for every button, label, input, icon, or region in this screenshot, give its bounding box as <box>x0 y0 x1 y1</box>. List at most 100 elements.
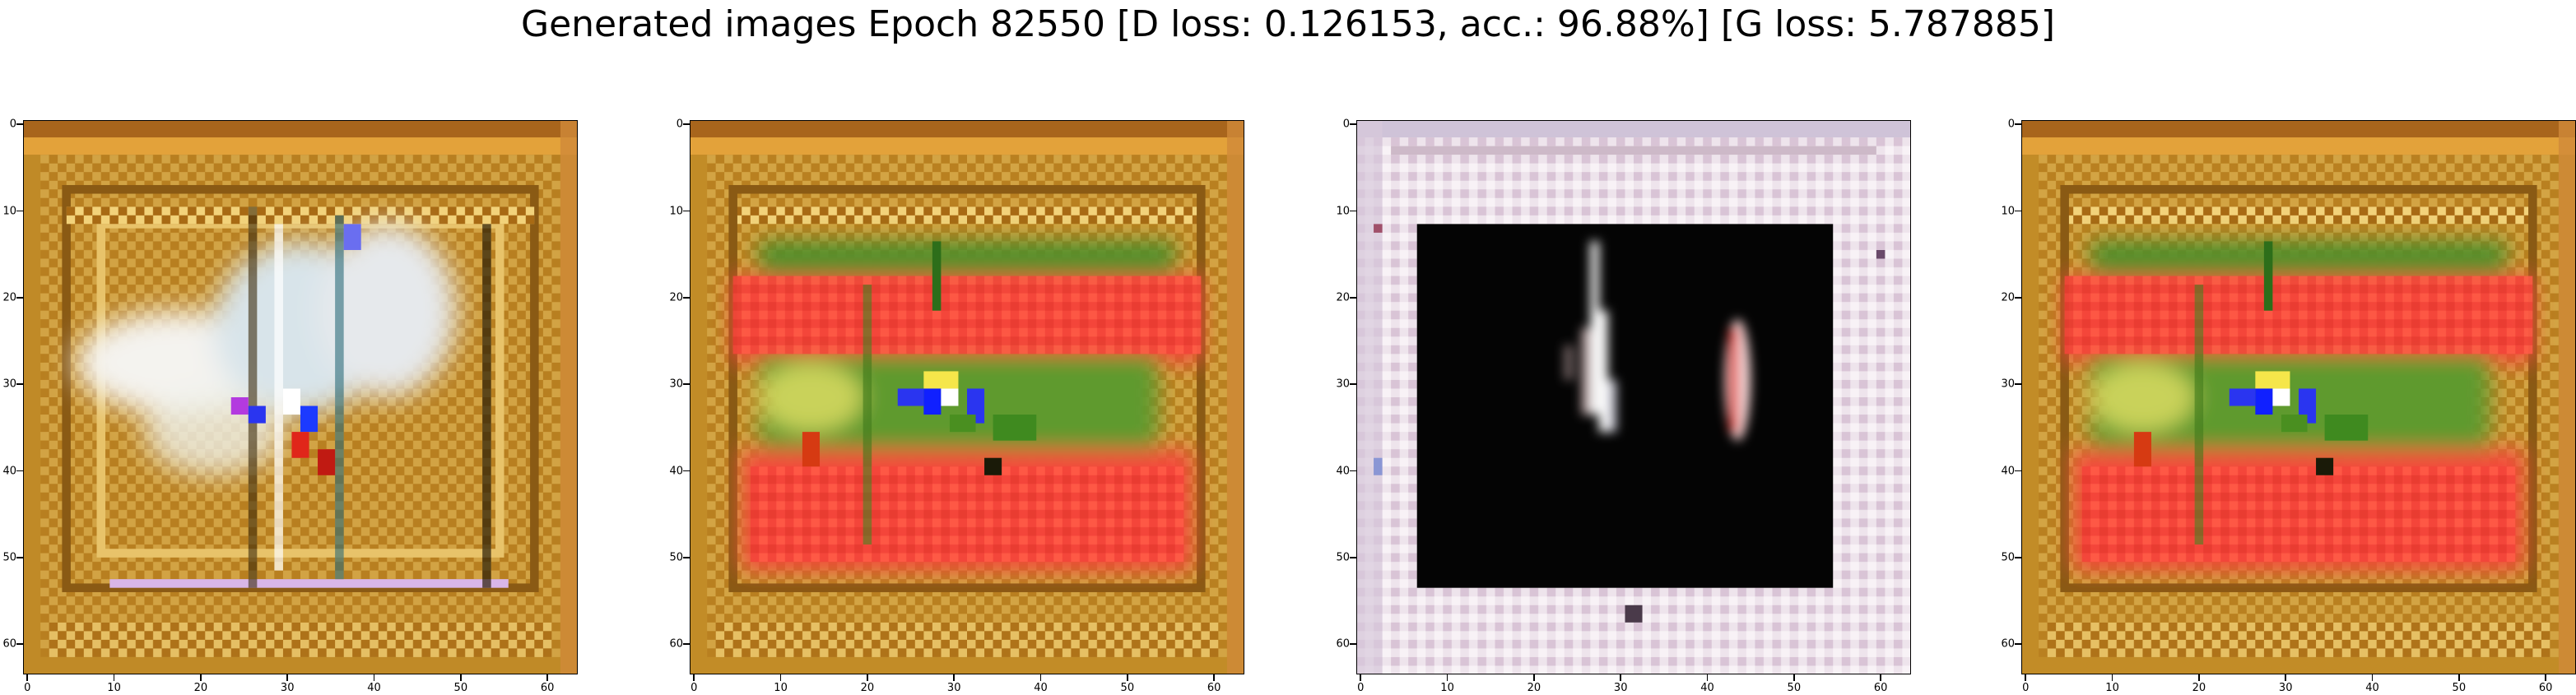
y-tick-label: 20 <box>2 291 16 304</box>
x-tick-label: 40 <box>1034 682 1048 694</box>
y-tick-label: 30 <box>2 378 16 391</box>
x-tick <box>26 674 29 681</box>
y-tick-label: 10 <box>2 205 16 218</box>
x-tick <box>373 674 375 681</box>
x-tick <box>2025 674 2027 681</box>
x-tick <box>1039 674 1042 681</box>
y-tick-label: 10 <box>1336 205 1350 218</box>
y-tick <box>16 297 23 299</box>
x-tick-label: 30 <box>2278 682 2293 694</box>
y-tick <box>683 297 690 299</box>
axes-frame-2 <box>690 120 1244 674</box>
x-tick-label: 20 <box>860 682 875 694</box>
x-tick <box>460 674 462 681</box>
x-tick-label: 20 <box>1527 682 1541 694</box>
y-tick <box>1350 123 1356 126</box>
x-tick <box>779 674 782 681</box>
y-tick-label: 50 <box>2001 551 2015 564</box>
y-tick-label: 60 <box>1336 637 1350 651</box>
x-tick <box>2285 674 2286 681</box>
y-tick <box>683 470 690 472</box>
y-tick-label: 20 <box>1336 291 1350 304</box>
y-tick-label: 40 <box>1336 465 1350 478</box>
y-tick <box>16 470 23 472</box>
y-tick-label: 40 <box>2 465 16 478</box>
x-tick-label: 30 <box>1613 682 1628 694</box>
x-tick <box>953 674 955 681</box>
y-tick-label: 30 <box>669 378 683 391</box>
generated-image-3 <box>1356 120 1911 674</box>
x-tick-label: 10 <box>774 682 788 694</box>
x-tick-label: 60 <box>1207 682 1221 694</box>
y-tick-label: 0 <box>676 118 683 131</box>
y-tick <box>1350 383 1356 385</box>
y-tick <box>16 123 23 126</box>
x-tick <box>113 674 115 681</box>
x-tick-label: 40 <box>367 682 381 694</box>
x-tick <box>867 674 868 681</box>
y-tick-label: 0 <box>2007 118 2015 131</box>
y-tick-label: 0 <box>9 118 16 131</box>
y-tick-label: 50 <box>2 551 16 564</box>
y-tick <box>683 383 690 385</box>
y-tick <box>683 557 690 558</box>
x-tick-label: 0 <box>2022 682 2030 694</box>
x-tick-label: 50 <box>1787 682 1802 694</box>
y-tick-label: 60 <box>2 637 16 651</box>
y-tick <box>1350 470 1356 472</box>
x-tick <box>1360 674 1362 681</box>
x-tick-label: 10 <box>1440 682 1454 694</box>
y-tick-label: 50 <box>1336 551 1350 564</box>
y-tick <box>2015 123 2021 126</box>
x-tick-label: 60 <box>1873 682 1888 694</box>
x-tick <box>1793 674 1795 681</box>
y-tick-label: 10 <box>2001 205 2015 218</box>
y-tick-label: 60 <box>669 637 683 651</box>
x-tick <box>2111 674 2113 681</box>
y-tick <box>2015 383 2021 385</box>
y-tick <box>2015 470 2021 472</box>
y-tick-label: 60 <box>2001 637 2015 651</box>
x-tick <box>286 674 288 681</box>
y-tick <box>1350 297 1356 299</box>
x-tick <box>2458 674 2460 681</box>
y-tick-label: 20 <box>2001 291 2015 304</box>
x-tick-label: 60 <box>2538 682 2553 694</box>
x-tick <box>1213 674 1215 681</box>
figure-title: Generated images Epoch 82550 [D loss: 0.… <box>520 3 2056 45</box>
x-tick-label: 60 <box>540 682 555 694</box>
y-tick <box>1350 643 1356 645</box>
y-tick-label: 0 <box>1342 118 1350 131</box>
image-panel-1: 0 10 20 30 40 50 60 0 10 20 30 40 50 60 <box>2 118 578 694</box>
x-tick-label: 50 <box>1120 682 1135 694</box>
x-tick <box>200 674 202 681</box>
y-tick <box>2015 210 2021 212</box>
x-tick-label: 40 <box>2365 682 2379 694</box>
y-tick-label: 50 <box>669 551 683 564</box>
x-tick <box>1880 674 1881 681</box>
y-tick <box>16 210 23 212</box>
x-tick-label: 50 <box>453 682 468 694</box>
y-tick <box>2015 557 2021 558</box>
x-tick-label: 50 <box>2452 682 2467 694</box>
y-tick-label: 20 <box>669 291 683 304</box>
y-tick <box>16 383 23 385</box>
axes-frame-3 <box>1356 120 1911 674</box>
y-tick-label: 10 <box>669 205 683 218</box>
x-tick-label: 30 <box>280 682 295 694</box>
generated-image-1 <box>23 120 578 674</box>
x-tick-label: 20 <box>2192 682 2206 694</box>
x-tick <box>1127 674 1128 681</box>
x-tick-label: 40 <box>1700 682 1714 694</box>
y-tick <box>2015 297 2021 299</box>
x-tick-label: 30 <box>946 682 961 694</box>
x-tick <box>2371 674 2374 681</box>
y-tick <box>2015 643 2021 645</box>
x-tick <box>1620 674 1621 681</box>
x-tick <box>693 674 695 681</box>
x-tick <box>1706 674 1709 681</box>
y-tick <box>1350 210 1356 212</box>
y-tick <box>683 210 690 212</box>
y-tick-label: 30 <box>1336 378 1350 391</box>
x-tick-label: 10 <box>2105 682 2119 694</box>
